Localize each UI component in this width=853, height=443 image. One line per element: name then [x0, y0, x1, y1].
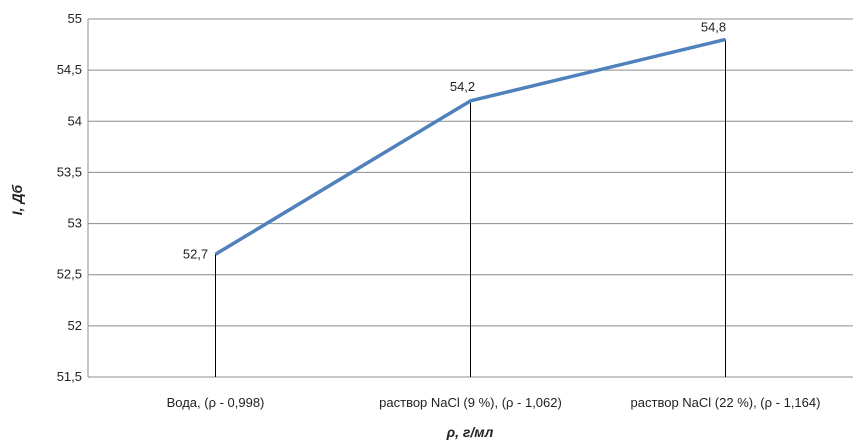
y-tick-label: 52,5: [57, 267, 82, 282]
y-tick-label: 51,5: [57, 369, 82, 384]
drop-lines: [215, 39, 726, 377]
data-label: 54,2: [450, 79, 475, 94]
y-axis-title: I, Дб: [9, 184, 25, 215]
y-tick-label: 55: [68, 11, 82, 26]
y-tick-labels: 51,5 52 52,5 53 53,5 54 54,5 55: [57, 11, 82, 384]
category-label: раствор NaCl (9 %), (ρ - 1,062): [379, 395, 562, 410]
category-label: раствор NaCl (22 %), (ρ - 1,164): [631, 395, 821, 410]
y-tick-label: 54: [68, 113, 82, 128]
x-axis-title: ρ, г/мл: [446, 424, 494, 440]
y-tick-label: 53: [68, 216, 82, 231]
series-line: [214, 37, 726, 256]
data-label: 54,8: [701, 19, 726, 34]
data-label: 52,7: [183, 246, 208, 261]
y-tick-label: 52: [68, 318, 82, 333]
data-labels: 52,7 54,2 54,8: [183, 19, 726, 261]
category-labels: Вода, (ρ - 0,998) раствор NaCl (9 %), (ρ …: [167, 395, 821, 410]
category-label: Вода, (ρ - 0,998): [167, 395, 265, 410]
y-tick-label: 53,5: [57, 164, 82, 179]
y-tick-label: 54,5: [57, 62, 82, 77]
